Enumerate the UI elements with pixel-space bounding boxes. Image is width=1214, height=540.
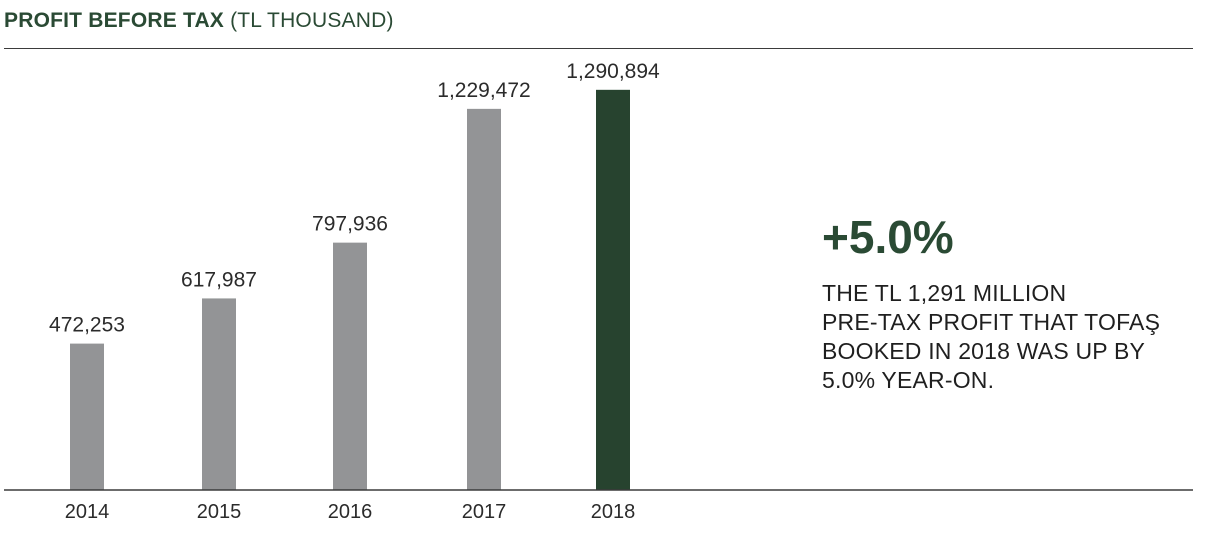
- title-divider: [4, 48, 1193, 49]
- growth-percentage: +5.0%: [822, 211, 954, 263]
- bar-2015: [202, 298, 236, 490]
- description-line: THE TL 1,291 MILLION: [822, 280, 1067, 306]
- chart-title-main: PROFIT BEFORE TAX: [4, 9, 225, 32]
- description-line: BOOKED IN 2018 WAS UP BY: [822, 338, 1146, 364]
- description-line: PRE-TAX PROFIT THAT TOFAŞ: [822, 309, 1161, 335]
- chart-title-unit: (TL THOUSAND): [230, 9, 394, 32]
- value-label-2014: 472,253: [49, 314, 125, 337]
- x-tick-label-2018: 2018: [591, 501, 636, 523]
- description-line: 5.0% YEAR-ON.: [822, 367, 995, 393]
- chart-title: PROFIT BEFORE TAX (TL THOUSAND): [4, 6, 394, 36]
- value-label-2016: 797,936: [312, 213, 388, 236]
- bar-2018: [596, 89, 630, 490]
- highlight-panel: +5.0% THE TL 1,291 MILLION PRE-TAX PROFI…: [822, 207, 1202, 395]
- x-tick-label-2016: 2016: [328, 501, 373, 523]
- x-tick-label-2014: 2014: [65, 501, 110, 523]
- bar-2016: [333, 242, 367, 490]
- value-label-2018: 1,290,894: [566, 60, 660, 83]
- value-label-2017: 1,229,472: [437, 79, 530, 102]
- growth-description: THE TL 1,291 MILLION PRE-TAX PROFIT THAT…: [822, 279, 1202, 395]
- x-tick-label-2017: 2017: [462, 501, 507, 523]
- value-label-2015: 617,987: [181, 268, 257, 291]
- bar-2014: [70, 343, 104, 490]
- bar-2017: [467, 108, 501, 490]
- x-tick-label-2015: 2015: [197, 501, 242, 523]
